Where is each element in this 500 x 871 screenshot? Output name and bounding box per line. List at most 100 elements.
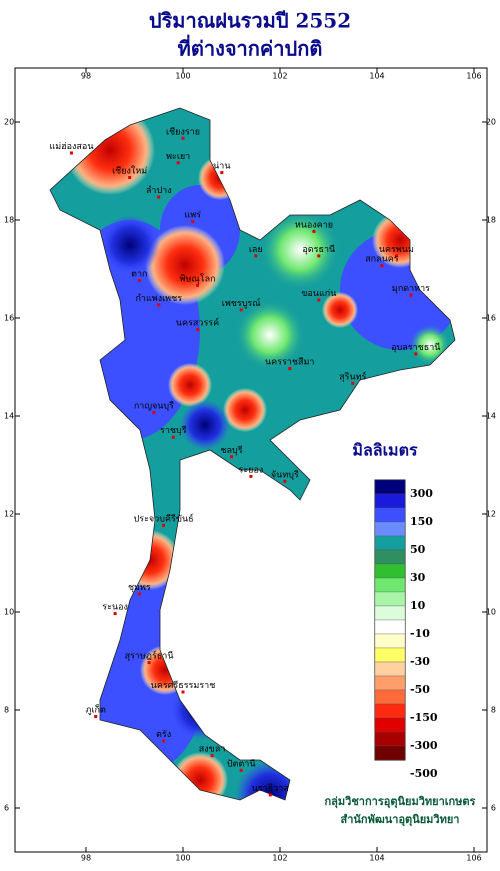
place-label: นครราชสีมา — [265, 357, 314, 368]
legend-swatch — [374, 549, 406, 565]
lat-label: 10 — [4, 608, 14, 617]
legend-label: 10 — [410, 599, 426, 612]
station-dot — [249, 474, 253, 478]
place-label: เพชรบูรณ์ — [222, 297, 261, 309]
legend-label: -300 — [410, 739, 438, 752]
lat-label: 16 — [4, 314, 14, 323]
legend-swatch — [374, 675, 406, 691]
credit-line: กลุ่มวิชาการอุตุนิยมวิทยาเกษตร — [325, 795, 476, 809]
station-dot — [268, 793, 272, 797]
place-label: ระยอง — [239, 465, 264, 475]
lon-label: 106 — [466, 854, 481, 863]
lat-label: 20 — [486, 118, 496, 127]
station-dot — [230, 455, 233, 459]
legend-label: -10 — [410, 627, 430, 640]
legend-swatch — [374, 619, 406, 635]
legend-swatch — [374, 521, 406, 537]
lat-label: 18 — [486, 216, 496, 225]
place-label: ตาก — [131, 269, 147, 279]
station-dot — [196, 283, 200, 287]
place-label: ระนอง — [102, 603, 128, 613]
lon-label: 106 — [466, 72, 481, 81]
legend-swatch — [374, 535, 406, 551]
place-label: นราธิวาส — [252, 783, 290, 794]
station-dot — [196, 327, 200, 331]
legend-swatch — [374, 745, 406, 761]
map-frame — [14, 67, 488, 853]
place-label: สงขลา — [199, 745, 226, 755]
station-dot — [351, 381, 355, 385]
place-label: อุดรธานี — [302, 244, 335, 255]
legend-swatch — [374, 689, 406, 705]
station-dot — [394, 254, 398, 258]
place-label: สุราษฎร์ธานี — [125, 650, 174, 662]
place-label: อุบลราชธานี — [391, 342, 440, 353]
place-label: ชลบุรี — [220, 445, 242, 456]
lat-label: 8 — [491, 706, 496, 715]
place-label: ราชบุรี — [160, 425, 187, 436]
station-dot — [147, 661, 151, 665]
legend-swatch — [374, 731, 406, 747]
station-dot — [152, 411, 156, 415]
lat-label: 20 — [4, 118, 14, 127]
legend-swatch — [374, 647, 406, 663]
station-dot — [171, 435, 175, 439]
place-label: ขอนแก่น — [301, 289, 336, 299]
station-dot — [157, 195, 161, 199]
legend-label: -500 — [410, 767, 438, 780]
place-label: แม่ฮ่องสอน — [49, 142, 93, 152]
station-dot — [69, 151, 73, 155]
legend-label: 30 — [410, 571, 426, 584]
legend-label: -150 — [410, 711, 438, 724]
place-label: จันทบุรี — [271, 469, 299, 480]
lat-label: 6 — [491, 804, 496, 813]
legend-label: 300 — [410, 487, 433, 500]
lat-label: 6 — [4, 804, 9, 813]
rain-field — [50, 108, 455, 800]
place-label: นครศรีธรรมราช — [151, 680, 216, 691]
legend-swatch — [374, 703, 406, 719]
station-dot — [128, 176, 132, 179]
place-label: เชียงราย — [166, 126, 200, 137]
lon-label: 98 — [81, 72, 91, 81]
legend-label: -30 — [410, 655, 430, 668]
legend-swatch — [374, 633, 406, 649]
station-dot — [181, 690, 185, 694]
lat-label: 18 — [4, 216, 14, 225]
legend-swatch — [374, 605, 406, 621]
station-dot — [162, 523, 166, 527]
place-label: ตรัง — [156, 730, 171, 740]
station-dot — [210, 754, 214, 758]
station-dot — [94, 715, 98, 718]
place-label: น่าน — [213, 162, 230, 172]
station-dot — [254, 254, 258, 258]
station-dot — [317, 254, 321, 258]
place-label: ประจวบคีรีขันธ์ — [134, 512, 194, 524]
lon-label: 102 — [272, 854, 287, 863]
station-dot — [380, 264, 384, 268]
station-dot — [137, 592, 141, 596]
place-label: นครพนม — [379, 245, 414, 255]
legend-swatch — [374, 577, 406, 593]
lon-label: 104 — [369, 72, 384, 81]
place-label: มุกดาหาร — [392, 284, 430, 294]
place-label: แพร่ — [184, 211, 201, 221]
lat-label: 12 — [486, 510, 496, 519]
station-dot — [220, 171, 224, 175]
legend-label: 50 — [410, 543, 426, 556]
station-dot — [317, 298, 321, 302]
lat-label: 16 — [486, 314, 496, 323]
legend-swatch — [374, 479, 406, 495]
lat-label: 14 — [4, 412, 14, 421]
legend-swatch — [374, 493, 406, 509]
legend-label: 150 — [410, 515, 433, 528]
station-dot — [176, 161, 180, 165]
place-label: พะเยา — [166, 152, 190, 162]
place-label: กาญจนบุรี — [134, 401, 174, 412]
legend-swatch — [374, 591, 406, 607]
legend-swatch — [374, 717, 406, 733]
lat-label: 14 — [486, 412, 496, 421]
station-dot — [312, 229, 316, 233]
legend-swatch — [374, 507, 406, 523]
